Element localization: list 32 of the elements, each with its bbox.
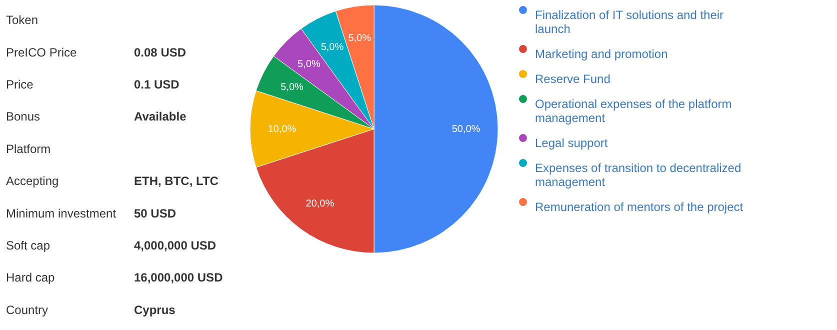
category-label: Token	[6, 13, 38, 28]
data-label: 5,0%	[348, 33, 372, 44]
text: ETH, BTC, LTC	[134, 174, 218, 188]
data-label: 50,0%	[452, 124, 480, 135]
data-label: 5,0%	[280, 82, 304, 94]
data-label: 10,0%	[268, 124, 296, 135]
text: 50 USD	[134, 206, 176, 220]
legend-label: Finalization of IT solutions and their launch	[535, 8, 724, 36]
legend-label: Operational expenses of the platform management	[535, 97, 732, 125]
data-label: 5,0%	[298, 58, 320, 70]
text: 0.1 USD	[134, 78, 180, 92]
data-label: 20,0%	[306, 198, 334, 210]
category-label: Country	[6, 302, 48, 317]
category-label: Platform	[6, 142, 51, 156]
text: 4,000,000 USD	[134, 238, 216, 252]
text: 16,000,000 USD	[134, 270, 223, 285]
legend-label: Remuneration of mentors of the project	[535, 200, 744, 214]
category-label: Hard cap	[6, 270, 56, 285]
category-label: Soft cap	[6, 238, 50, 252]
category-label: Price	[6, 78, 34, 92]
text: Cyprus	[134, 302, 176, 317]
category-label: Bonus	[6, 110, 40, 124]
data-label: 5,0%	[320, 42, 344, 54]
text: Available	[134, 110, 186, 124]
legend-label: Marketing and promotion	[535, 47, 668, 61]
legend-label: Expenses of transition to decentralized management	[535, 161, 742, 189]
category-label: Accepting	[6, 174, 59, 188]
category-label: Minimum investment	[6, 206, 117, 220]
legend-label: Reserve Fund	[535, 72, 610, 86]
legend-label: Legal support	[535, 136, 608, 150]
text: 0.08 USD	[134, 45, 186, 60]
category-label: PreICO Price	[6, 45, 78, 60]
